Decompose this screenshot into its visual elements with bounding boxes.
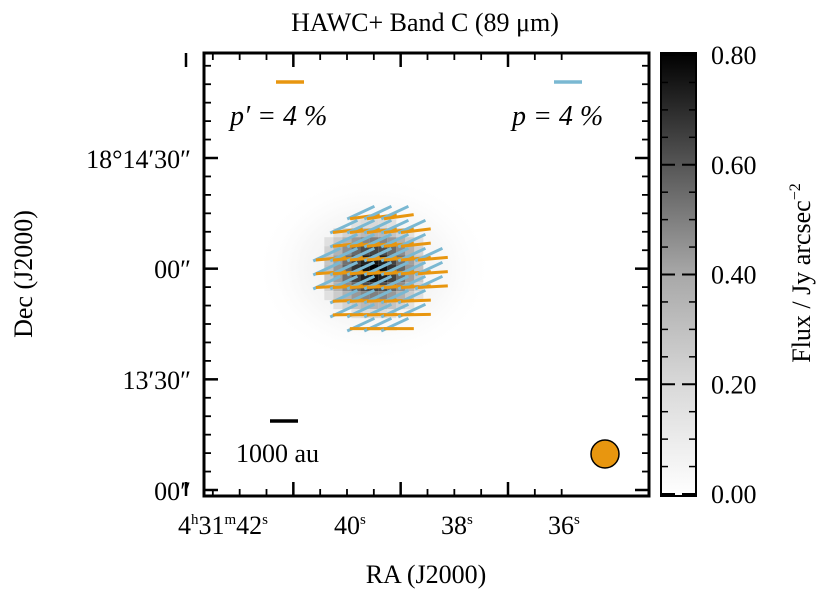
heatmap-pixel <box>342 228 352 238</box>
heatmap-pixel <box>396 300 406 310</box>
heatmap-pixel <box>333 291 343 301</box>
heatmap-pixel <box>396 264 406 274</box>
heatmap-pixel <box>324 273 334 283</box>
heatmap-pixel <box>369 219 379 229</box>
pprime-vector <box>400 227 431 234</box>
x-tick-label: 4h31m42s <box>178 511 268 540</box>
x-tick-labels: 4h31m42s 40s 38s 36s <box>178 511 580 540</box>
colorbar-tick-label: 0.60 <box>711 151 757 180</box>
x-tick-label: 36s <box>548 511 580 540</box>
heatmap-pixel <box>360 246 370 256</box>
axis-ticks <box>184 53 649 496</box>
heatmap-pixel <box>324 237 334 247</box>
heatmap-pixel <box>324 246 334 256</box>
colorbar: 0.00 0.20 0.40 0.60 0.80 Flux / Jy arcsec−2 <box>660 41 816 509</box>
heatmap-pixel <box>360 264 370 274</box>
heatmap-pixel <box>387 246 397 256</box>
heatmap-pixel <box>414 273 424 283</box>
heatmap-pixel <box>378 264 388 274</box>
colorbar-tick-label: 0.20 <box>711 370 757 399</box>
heatmap-pixel <box>396 291 406 301</box>
colorbar-tick-label: 0.40 <box>711 261 757 290</box>
heatmap-pixel <box>405 273 415 283</box>
heatmap-pixel <box>342 246 352 256</box>
x-tick-label: 40s <box>334 511 366 540</box>
pprime-vector <box>400 312 431 317</box>
heatmap-pixel <box>360 237 370 247</box>
heatmap-pixel <box>360 273 370 283</box>
heatmap-pixel <box>351 264 361 274</box>
colorbar-tick-label: 0.00 <box>711 480 757 509</box>
y-tick-label: 00″ <box>154 255 191 284</box>
heatmap-pixel <box>360 300 370 310</box>
heatmap-pixel <box>333 237 343 247</box>
scale-bar-label: 1000 au <box>236 439 319 468</box>
heatmap-pixel <box>333 300 343 310</box>
heatmap-pixel <box>369 246 379 256</box>
polarization-vectors <box>312 204 448 333</box>
heatmap-pixel <box>414 291 424 301</box>
heatmap-pixel <box>405 300 415 310</box>
heatmap-pixel <box>387 291 397 301</box>
heatmap-pixel <box>378 237 388 247</box>
heatmap-pixel <box>405 291 415 301</box>
y-tick-label: 18°14′30″ <box>86 145 191 174</box>
heatmap-pixel <box>378 246 388 256</box>
colorbar-ticks: 0.00 0.20 0.40 0.60 0.80 <box>661 41 757 509</box>
pprime-vector <box>417 270 448 276</box>
colorbar-label: Flux / Jy arcsec−2 <box>787 183 816 363</box>
pprime-vector <box>383 213 414 221</box>
heatmap-pixel <box>396 237 406 247</box>
heatmap-pixel <box>369 264 379 274</box>
y-tick-label: 00″ <box>154 477 191 506</box>
beam-circle <box>590 439 620 469</box>
heatmap-pixel <box>387 300 397 310</box>
chart-title: HAWC+ Band C (89 μm) <box>291 8 559 37</box>
heatmap-pixel <box>351 291 361 301</box>
heatmap-pixel <box>324 291 334 301</box>
heatmap-pixel <box>414 237 424 247</box>
colorbar-tick-label: 0.80 <box>711 41 757 70</box>
heatmap-pixel <box>414 264 424 274</box>
p-vector <box>346 204 376 221</box>
heatmap-image <box>253 173 494 364</box>
legend-pprime-label: p′ = 4 % <box>228 101 327 132</box>
p-vector <box>363 204 393 221</box>
heatmap-pixel <box>342 237 352 247</box>
y-axis-label: Dec (J2000) <box>9 210 38 338</box>
plot-area: p′ = 4 % p = 4 % 1000 au <box>184 51 651 498</box>
pprime-vector <box>417 255 448 262</box>
x-tick-label: 38s <box>441 511 473 540</box>
x-axis-label: RA (J2000) <box>366 560 487 589</box>
heatmap-pixel <box>351 219 361 229</box>
plot-frame <box>202 51 651 498</box>
heatmap-pixel <box>333 264 343 274</box>
pprime-vector <box>417 284 448 289</box>
heatmap-pixel <box>396 273 406 283</box>
p-vector <box>380 204 410 221</box>
heatmap-pixel <box>342 273 352 283</box>
heatmap-pixel <box>369 291 379 301</box>
heatmap-pixel <box>387 219 397 229</box>
legend-p-label: p = 4 % <box>510 101 603 132</box>
heatmap-pixel <box>378 300 388 310</box>
y-tick-label: 13′30″ <box>122 366 191 395</box>
heatmap-pixel <box>405 246 415 256</box>
pprime-vector <box>400 298 431 303</box>
y-tick-labels: 18°14′30″ 00″ 13′30″ 00″ <box>86 145 191 506</box>
heatmap-pixel <box>378 273 388 283</box>
heatmap-pixel <box>342 300 352 310</box>
pprime-vector <box>400 241 431 248</box>
